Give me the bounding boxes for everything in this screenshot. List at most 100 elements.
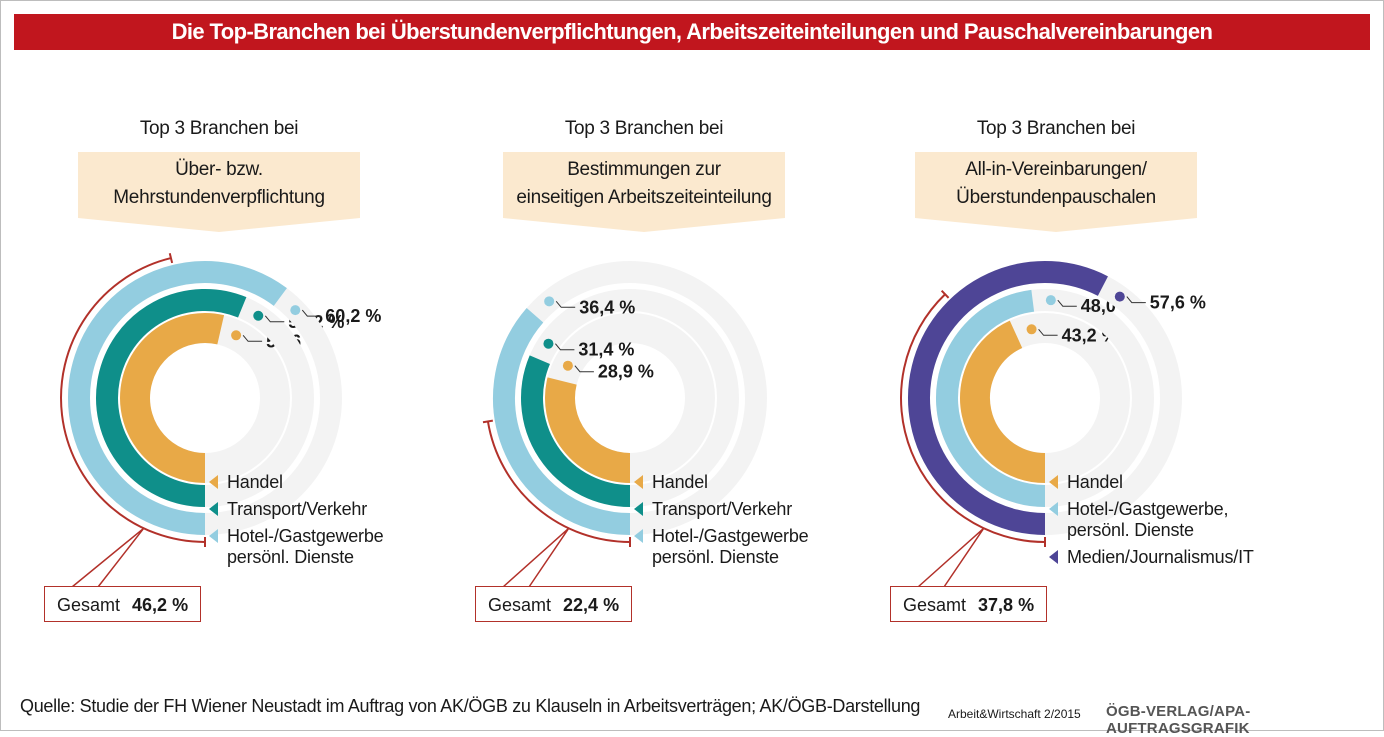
total-callout-pointer [71, 527, 145, 588]
chart-heading: Top 3 Branchen bei [564, 118, 724, 139]
ring-bar-2 [96, 289, 247, 507]
legend-label: Hotel-/Gastgewerbe [652, 526, 809, 546]
banner-arrow [78, 218, 360, 232]
chart-legend: Handel Hotel-/Gastgewerbe, persönl. Diens… [1049, 472, 1260, 574]
ring-bar-1 [545, 377, 631, 483]
source-note: Quelle: Studie der FH Wiener Neustadt im… [20, 696, 921, 716]
legend-item: Hotel-/Gastgewerbe persönl. Dienste [209, 526, 384, 568]
legend-marker-icon [1049, 475, 1058, 489]
value-marker-dot [543, 338, 554, 349]
value-leader-line [555, 300, 576, 308]
value-leader-line [574, 365, 594, 373]
legend-marker-icon [209, 529, 218, 543]
legend-item: Hotel-/Gastgewerbe, persönl. Dienste [1049, 499, 1260, 541]
chart-title: Die Top-Branchen bei Überstundenverpflic… [14, 14, 1370, 50]
ring-bar-3 [908, 261, 1108, 535]
legend-label: Medien/Journalismus/IT [1067, 547, 1254, 567]
radial-chart: 43,2 %48,0 % 57,6 % [900, 261, 1206, 588]
chart-subtitle-line: Über- bzw. [175, 159, 263, 180]
total-box: Gesamt 46,2 % [44, 586, 202, 622]
total-value: 22,4 % [563, 595, 620, 615]
chart-subtitle-banner: All-in-Vereinbarungen/Überstundenpauscha… [915, 152, 1197, 218]
ring-bar-1 [120, 313, 225, 483]
legend-item: Handel [209, 472, 383, 493]
legend-marker-icon [634, 502, 643, 516]
total-value: 37,8 % [978, 595, 1035, 615]
chart-legend: Handel Transport/Verkehr Hotel-/Gastgewerb… [209, 472, 384, 574]
value-leader-line [264, 315, 285, 323]
chart-subtitle-line: Mehrstundenverpflichtung [113, 187, 325, 208]
chart-subtitle-line: Bestimmungen zur [567, 159, 721, 180]
value-marker-dot [1114, 291, 1125, 302]
legend-label: Transport/Verkehr [652, 499, 792, 519]
chart-subtitle-line: Überstundenpauschalen [956, 187, 1156, 208]
legend-item: Transport/Verkehr [634, 499, 808, 520]
legend-label: Hotel-/Gastgewerbe, persönl. Dienste [1067, 499, 1229, 540]
total-box: Gesamt 37,8 % [890, 586, 1048, 622]
legend-item: Transport/Verkehr [209, 499, 383, 520]
legend-marker-icon [209, 502, 218, 516]
legend-item: Handel [1049, 472, 1260, 493]
legend-marker-icon [209, 475, 218, 489]
ring-bar-3 [68, 261, 287, 535]
value-leader-line [1038, 328, 1058, 336]
ring-bar-2 [936, 289, 1046, 507]
total-bracket-arc [900, 293, 1046, 543]
chart-subtitle-line: All-in-Vereinbarungen/ [965, 159, 1147, 180]
value-leader-line [242, 334, 263, 342]
legend-item: Handel [634, 472, 808, 493]
total-label: Gesamt [57, 595, 121, 615]
legend-label: Handel [227, 472, 283, 492]
legend-label: Handel [1067, 472, 1123, 492]
legend-label: Hotel-/Gastgewerbe [227, 526, 384, 546]
publication-note: Arbeit&Wirtschaft 2/2015 [948, 707, 1081, 721]
banner-arrow [503, 218, 785, 232]
chart-heading: Top 3 Branchen bei [976, 118, 1136, 139]
legend-marker-icon [634, 529, 643, 543]
total-callout-pointer [502, 527, 570, 588]
chart-panel-3: Top 3 Branchen bei All-in-Vereinbarungen/… [840, 0, 1260, 731]
value-marker-dot [231, 330, 242, 341]
total-callout-pointer [917, 527, 985, 588]
legend-item: Medien/Journalismus/IT [1049, 547, 1260, 568]
value-marker-dot [253, 310, 264, 321]
total-label: Gesamt [488, 595, 552, 615]
banner-arrow [915, 218, 1197, 232]
total-bracket-tick [940, 289, 950, 299]
total-bracket-arc [60, 257, 206, 543]
credit-note: ÖGB-VERLAG/APA-AUFTRAGSGRAFIK [1106, 703, 1251, 737]
chart-subtitle-line: einseitigen Arbeitszeiteinteilung [516, 187, 772, 208]
total-value: 46,2 % [132, 595, 189, 615]
chart-panel-2: Top 3 Branchen bei Bestimmungen zur einsei… [425, 0, 845, 731]
value-label: 36,4 % [579, 297, 635, 317]
chart-subtitle-banner: Über- bzw. Mehrstundenverpflichtung [78, 152, 360, 218]
chart-legend: Handel Transport/Verkehr Hotel-/Gastgewerb… [634, 472, 809, 574]
total-bracket-tick [482, 419, 494, 424]
chart-subtitle-banner: Bestimmungen zur einseitigen Arbeitszeite… [503, 152, 785, 218]
legend-marker-icon [1049, 550, 1058, 564]
value-label: 60,2 % [325, 306, 381, 326]
legend-marker-icon [634, 475, 643, 489]
value-marker-dot [544, 296, 555, 307]
value-marker-dot [290, 305, 301, 316]
value-leader-line [1057, 299, 1077, 307]
value-leader-line [1126, 296, 1146, 304]
value-leader-line [301, 309, 322, 317]
value-label: 31,4 % [578, 340, 634, 360]
legend-label: persönl. Dienste [652, 547, 779, 567]
radial-chart: 53,6 %56,2 %60,2 % [60, 252, 381, 588]
legend-label: Handel [652, 472, 708, 492]
value-label: 57,6 % [1150, 293, 1206, 313]
total-box: Gesamt 22,4 % [475, 586, 633, 622]
total-bracket-tick [168, 252, 174, 264]
ring-bar-1 [960, 320, 1046, 483]
legend-label: Transport/Verkehr [227, 499, 367, 519]
ring-bar-2 [521, 355, 631, 507]
value-marker-dot [1026, 324, 1037, 335]
value-marker-dot [562, 360, 573, 371]
value-marker-dot [1045, 295, 1056, 306]
value-leader-line [555, 343, 575, 351]
legend-label: persönl. Dienste [227, 547, 354, 567]
total-label: Gesamt [903, 595, 967, 615]
total-bracket-arc [486, 421, 631, 543]
